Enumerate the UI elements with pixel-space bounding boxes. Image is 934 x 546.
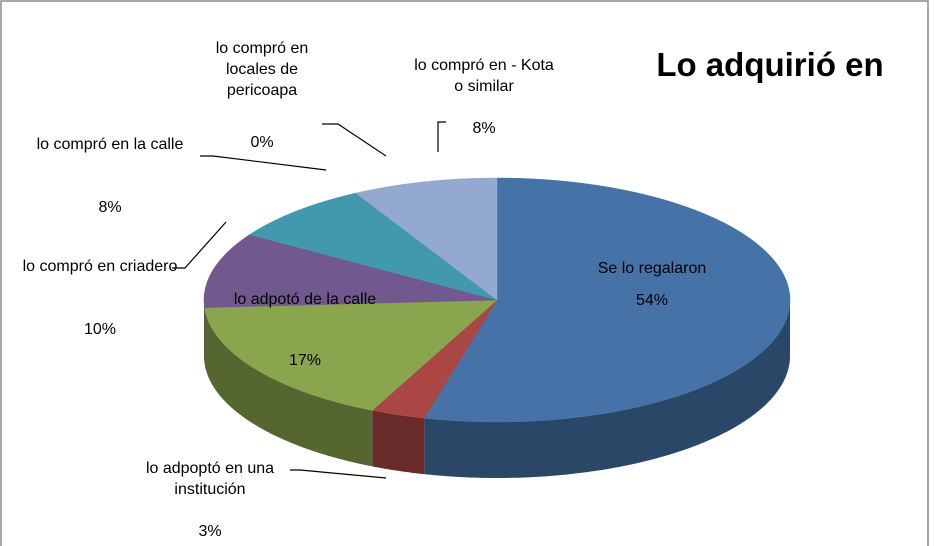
slice-label: Se lo regalaron [597,260,707,277]
leader-lines [172,121,446,479]
chart-title: Lo adquirió en [656,46,884,83]
slice-side [372,410,425,475]
slice-side [204,300,205,364]
slice [355,177,498,301]
leader-line [200,155,327,171]
slice-label: lo compró en la calle [36,136,184,153]
leader-line [172,221,227,269]
slice-side [424,300,790,478]
slice-side [204,307,373,467]
leader-line [322,123,387,157]
slice-value-label: 8% [472,120,496,137]
slice-label: lo adpotó de la calle [233,291,377,308]
slice-value-label: 54% [635,292,669,309]
slice [204,299,498,411]
slice-value-label: 3% [198,523,222,540]
slice-label: lo compró en criadero [22,258,178,275]
slice [423,177,791,423]
slice-label: lo adpoptó en una institución [145,460,275,498]
slice-value-label: 10% [83,321,117,338]
slice-value-label: 17% [288,352,322,369]
leader-line [437,121,446,152]
slice-value-label: 0% [250,134,274,151]
slice-label: lo compró en - Kota o similar [414,57,554,95]
slice [249,192,498,301]
slice [203,234,498,308]
slice [371,299,498,419]
slice-value-label: 8% [98,199,122,216]
slice-label: lo compró en locales de pericoapa [215,40,309,99]
leader-line [290,469,387,479]
